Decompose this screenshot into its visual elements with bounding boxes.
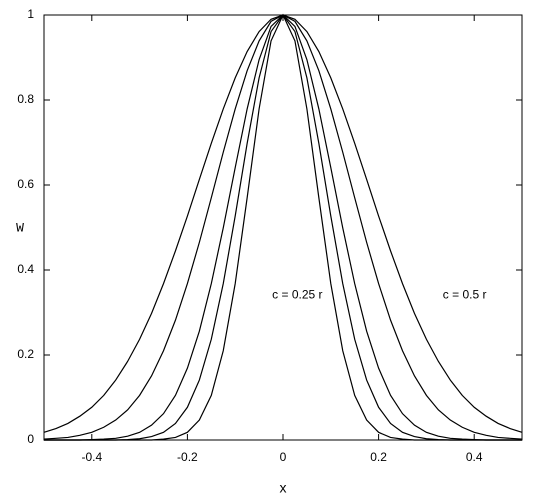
x-tick-label: 0 [280, 450, 287, 464]
x-tick-label: -0.2 [177, 450, 198, 464]
line [44, 14, 522, 441]
x-axis-label: x [280, 480, 287, 496]
y-tick-label: 0 [27, 432, 34, 446]
y-tick-label: 0.2 [17, 347, 34, 361]
y-axis-label: W [16, 220, 24, 235]
y-tick-label: 0.8 [17, 92, 34, 106]
y-tick-label: 1 [27, 7, 34, 21]
line [44, 13, 522, 441]
x-tick-label: 0.2 [370, 450, 387, 464]
line [43, 14, 523, 433]
y-tick-label: 0.6 [17, 177, 34, 191]
line [44, 13, 522, 441]
x-tick-label: 0.4 [466, 450, 483, 464]
y-tick-label: 0.4 [17, 262, 34, 276]
x-tick-label: -0.4 [81, 450, 102, 464]
line [43, 14, 523, 440]
annotation: c = 0.5 r [443, 288, 487, 302]
annotation: c = 0.25 r [272, 288, 322, 302]
plot-frame [43, 14, 523, 441]
